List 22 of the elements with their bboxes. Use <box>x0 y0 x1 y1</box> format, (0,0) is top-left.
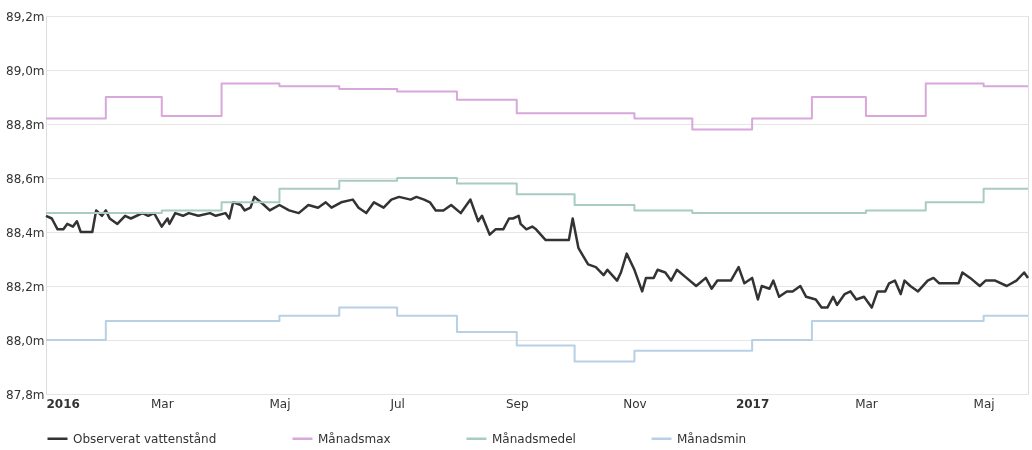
y-tick-label: 88,8m <box>6 117 45 132</box>
legend-label: Månadsmax <box>318 431 391 446</box>
x-tick-label: Nov <box>623 396 647 411</box>
x-tick-label: 2016 <box>46 396 80 411</box>
legend-label: Månadsmedel <box>492 431 576 446</box>
y-tick-label: 88,0m <box>6 333 45 348</box>
y-tick-label: 88,6m <box>6 171 45 186</box>
x-tick-label: Sep <box>505 396 529 411</box>
x-tick-label: Maj <box>269 396 291 411</box>
x-tick-label: Mar <box>855 396 878 411</box>
y-tick-label: 88,4m <box>6 225 45 240</box>
y-tick-label: 89,2m <box>6 9 45 24</box>
x-tick-label: Mar <box>150 396 174 411</box>
x-tick-label: 2017 <box>735 396 770 411</box>
legend-label: Observerat vattenstånd <box>73 431 217 446</box>
x-tick-label: Jul <box>389 396 405 411</box>
y-tick-label: 89,0m <box>6 63 45 78</box>
x-tick-label: Maj <box>973 396 995 411</box>
y-tick-label: 88,2m <box>6 279 45 294</box>
legend-label: Månadsmin <box>677 431 747 446</box>
y-tick-label: 87,8m <box>6 387 45 402</box>
line-series <box>44 195 1030 309</box>
